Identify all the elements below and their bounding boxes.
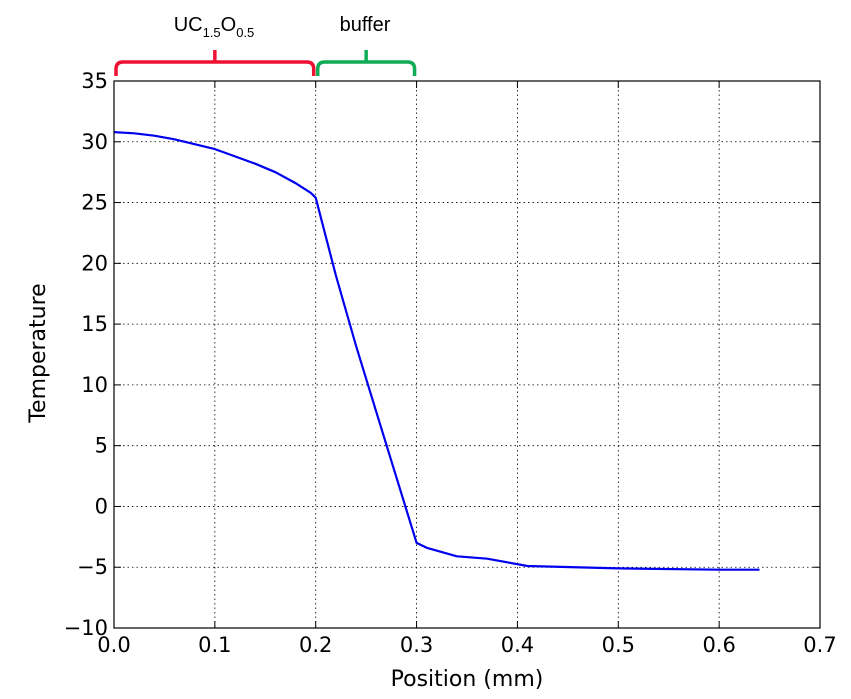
y-tick-label: 0 <box>95 494 108 518</box>
x-tick-labels: 0.0 0.1 0.2 0.3 0.4 0.5 0.6 0.7 <box>97 633 836 657</box>
region-label-ucx: UC1.5O0.5 <box>174 14 255 40</box>
region-label-ucx-sub2: 0.5 <box>236 25 254 40</box>
y-tick-label: −5 <box>77 555 108 579</box>
y-tick-label: 30 <box>81 130 108 154</box>
grid-lines <box>113 80 821 629</box>
x-tick-label: 0.1 <box>198 633 231 657</box>
x-tick-label: 0.4 <box>501 633 534 657</box>
y-tick-label: 10 <box>81 373 108 397</box>
y-tick-label: 35 <box>81 69 108 93</box>
region-label-ucx-main: UC <box>174 14 203 36</box>
x-axis-label: Position (mm) <box>391 667 544 692</box>
x-tick-label: 0.6 <box>702 633 735 657</box>
x-tick-label: 0.5 <box>602 633 635 657</box>
y-tick-label: −10 <box>64 616 108 640</box>
region-label-ucx-mid: O <box>221 14 237 36</box>
region-label-ucx-sub1: 1.5 <box>203 25 221 40</box>
y-tick-label: 15 <box>81 312 108 336</box>
region-bracket-0 <box>114 50 316 76</box>
y-tick-label: 20 <box>81 251 108 275</box>
plot-frame <box>113 80 821 629</box>
region-brackets <box>114 50 417 76</box>
x-tick-label: 0.0 <box>97 633 130 657</box>
region-label-buffer: buffer <box>340 14 391 36</box>
x-tick-label: 0.3 <box>400 633 433 657</box>
series-layer <box>113 131 760 571</box>
y-tick-label: 5 <box>95 434 108 458</box>
y-axis-label: Temperature <box>26 283 51 423</box>
y-tick-labels: −10 −5 0 5 10 15 20 25 30 35 <box>64 69 108 640</box>
x-tick-label: 0.2 <box>299 633 332 657</box>
temperature-series-line <box>113 131 760 571</box>
y-tick-label: 25 <box>81 191 108 215</box>
region-bracket-1 <box>315 50 417 76</box>
x-tick-label: 0.7 <box>803 633 836 657</box>
tick-marks <box>113 80 821 629</box>
